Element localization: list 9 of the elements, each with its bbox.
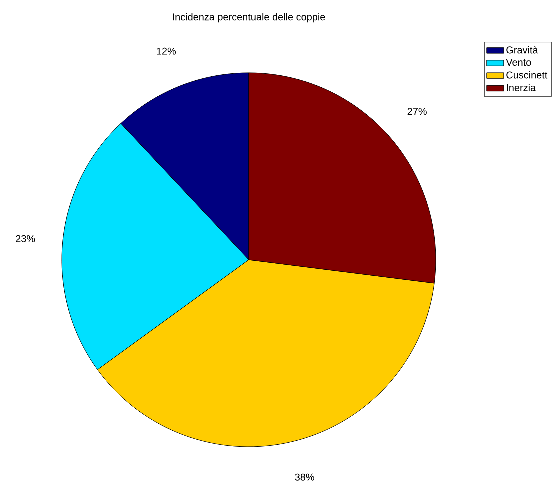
data-label: 23%	[16, 235, 36, 242]
legend-label: Vento	[506, 59, 532, 66]
legend-label: Cuscinett	[506, 71, 548, 79]
legend-label: Gravità	[506, 46, 538, 54]
chart-title: Incidenza percentuale delle coppie	[173, 13, 326, 23]
data-label: 12%	[157, 48, 176, 55]
data-label: 27%	[408, 108, 427, 116]
legend-label: Inerzia	[507, 84, 536, 92]
data-label: 38%	[295, 474, 314, 481]
